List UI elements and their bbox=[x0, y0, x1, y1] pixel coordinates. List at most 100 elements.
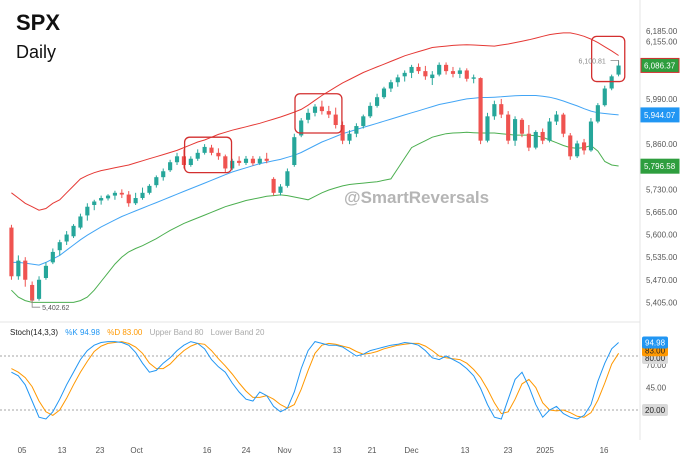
candle-body bbox=[99, 198, 104, 201]
candle-body bbox=[616, 65, 621, 75]
price-tick-label: 5,600.00 bbox=[646, 231, 678, 240]
candle-body bbox=[561, 114, 566, 134]
candle-body bbox=[588, 121, 594, 151]
candle-body bbox=[526, 133, 531, 148]
highlight-box-3 bbox=[590, 35, 626, 83]
candle-body bbox=[547, 121, 552, 141]
stoch-k-value-tag-bg bbox=[642, 336, 668, 349]
price-tick-label: 5,730.00 bbox=[646, 185, 678, 194]
mid-band-line bbox=[11, 95, 619, 266]
candle-body bbox=[243, 158, 249, 163]
candle-body bbox=[340, 125, 345, 141]
candle-body bbox=[209, 147, 214, 153]
stoch-upper-value-tag: 80.00 bbox=[645, 354, 666, 363]
candle-body bbox=[50, 251, 55, 263]
price-tick-label: 6,155.00 bbox=[646, 38, 678, 47]
highlight-box-2 bbox=[294, 93, 343, 134]
candle-body bbox=[540, 131, 545, 141]
candle-body bbox=[306, 112, 311, 120]
stoch-lower-value-tag-bg bbox=[642, 404, 668, 416]
candle-body bbox=[581, 142, 587, 151]
price-tick-label: 5,405.00 bbox=[646, 298, 678, 307]
candle-body bbox=[492, 104, 497, 117]
price-tick-label: 5,535.00 bbox=[646, 253, 678, 262]
candle-body bbox=[237, 160, 242, 163]
low-marker-label: 5,402.62 bbox=[42, 305, 69, 312]
candle-body bbox=[430, 74, 435, 79]
candle-body bbox=[312, 106, 318, 113]
stoch-tick-label: 70.00 bbox=[646, 361, 667, 370]
mid-band-value-tag: 5,944.07 bbox=[644, 111, 676, 120]
low-marker-line bbox=[31, 298, 41, 308]
candle-body bbox=[30, 284, 35, 301]
candle-body bbox=[154, 177, 159, 186]
candle-body bbox=[36, 279, 42, 299]
candle-body bbox=[16, 260, 21, 277]
time-tick-label: 2025 bbox=[536, 446, 554, 455]
candle-body bbox=[319, 106, 324, 112]
time-tick-label: 16 bbox=[203, 446, 212, 455]
time-tick-label: 24 bbox=[242, 446, 251, 455]
candle-body bbox=[85, 206, 90, 216]
time-tick-label: Nov bbox=[277, 446, 291, 455]
time-tick-label: 13 bbox=[58, 446, 67, 455]
price-tick-label: 6,185.00 bbox=[646, 27, 678, 36]
candle-body bbox=[257, 158, 262, 164]
candle-body bbox=[347, 133, 352, 141]
candle-body bbox=[292, 137, 297, 165]
time-tick-label: Oct bbox=[130, 446, 143, 455]
candle-body bbox=[423, 71, 428, 77]
candle-body bbox=[388, 82, 393, 89]
candle-body bbox=[602, 88, 607, 106]
candle-body bbox=[105, 195, 111, 199]
candle-body bbox=[9, 227, 14, 277]
price-tick-label: 5,470.00 bbox=[646, 276, 678, 285]
stoch-d-line bbox=[11, 341, 620, 418]
candle-body bbox=[278, 186, 283, 193]
candle-body bbox=[402, 72, 407, 77]
candle-body bbox=[43, 265, 49, 279]
time-tick-label: 21 bbox=[368, 446, 377, 455]
candle-body bbox=[216, 152, 221, 157]
candle-body bbox=[112, 192, 118, 196]
candle-body bbox=[444, 64, 449, 72]
stoch-d-label: %D 83.00 bbox=[107, 328, 143, 337]
indicator-legend: Stoch(14,3,3) %K 94.98 %D 83.00 Upper Ba… bbox=[10, 328, 269, 337]
candle-body bbox=[78, 216, 83, 228]
time-tick-label: Dec bbox=[404, 446, 418, 455]
stoch-name: Stoch(14,3,3) bbox=[10, 328, 59, 337]
candle-body bbox=[381, 88, 387, 98]
symbol-title: SPX bbox=[16, 10, 61, 35]
stoch-d-value-tag: 83.00 bbox=[645, 346, 666, 355]
candle-body bbox=[140, 192, 145, 199]
lower-band-line bbox=[11, 131, 619, 303]
candle-body bbox=[464, 70, 469, 79]
time-tick-label: 16 bbox=[600, 446, 609, 455]
candle-body bbox=[375, 97, 380, 106]
stoch-lower-value-tag: 20.00 bbox=[645, 406, 666, 415]
candle-body bbox=[506, 114, 511, 141]
price-tick-label: 5,665.00 bbox=[646, 208, 678, 217]
candle-body bbox=[133, 198, 138, 204]
lower-band-value-tag-bg bbox=[640, 158, 680, 174]
candle-body bbox=[457, 70, 462, 74]
candle-body bbox=[250, 158, 255, 164]
candle-body bbox=[174, 156, 180, 163]
last-price-tag-bg bbox=[640, 57, 680, 73]
candle-body bbox=[92, 201, 97, 205]
candle-body bbox=[326, 111, 331, 115]
high-marker-label: 6,100.81 bbox=[579, 58, 606, 65]
candle-body bbox=[368, 105, 373, 117]
candle-body bbox=[361, 116, 366, 127]
candle-body bbox=[23, 260, 28, 280]
time-tick-label: 13 bbox=[333, 446, 342, 455]
candle-body bbox=[437, 64, 442, 75]
candle-body bbox=[147, 185, 152, 193]
stoch-upper-label: Upper Band 80 bbox=[149, 328, 204, 337]
candle-body bbox=[485, 116, 490, 141]
time-tick-label: 13 bbox=[461, 446, 470, 455]
price-tick-label: 5,990.00 bbox=[646, 95, 678, 104]
interval-label: Daily bbox=[16, 42, 57, 62]
candle-body bbox=[223, 156, 228, 169]
